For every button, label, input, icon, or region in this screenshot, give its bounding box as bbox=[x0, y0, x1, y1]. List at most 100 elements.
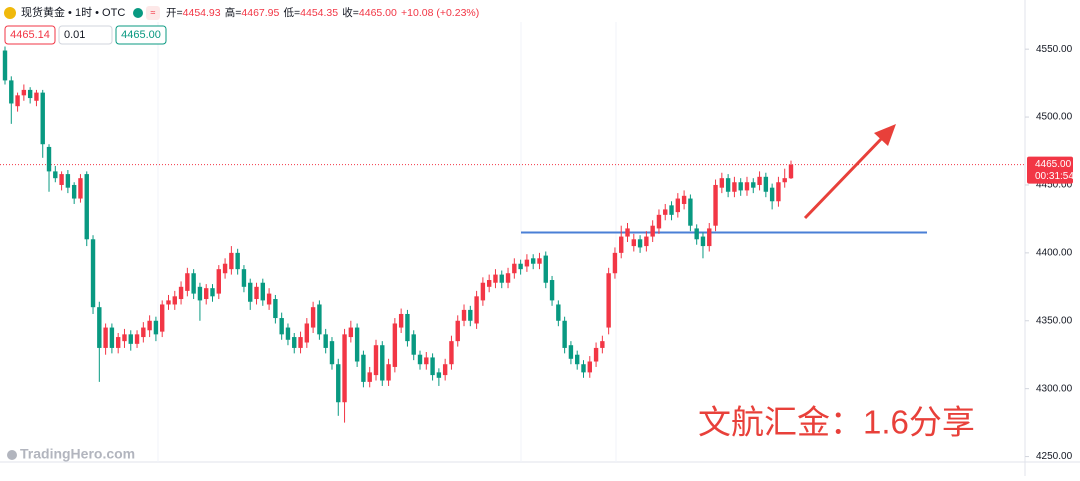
candle-body bbox=[128, 334, 133, 344]
candle-body bbox=[367, 372, 372, 382]
readout-label: 高= bbox=[225, 6, 242, 19]
candle-body bbox=[204, 288, 209, 300]
candle-body bbox=[530, 258, 536, 264]
sell-box[interactable] bbox=[4, 25, 56, 45]
candle-body bbox=[191, 273, 196, 294]
candle-body bbox=[518, 263, 523, 270]
candle-body bbox=[2, 50, 8, 81]
candle-body bbox=[461, 309, 467, 321]
candle-body bbox=[474, 296, 479, 324]
readout-value: 4465.00 bbox=[359, 7, 397, 19]
last-price-tag bbox=[1027, 156, 1073, 184]
candle-body bbox=[53, 171, 58, 179]
candle-body bbox=[65, 174, 71, 188]
candle-body bbox=[424, 357, 429, 365]
quantity-box[interactable] bbox=[58, 25, 113, 45]
symbol-icon bbox=[4, 7, 16, 19]
readout-label: 低= bbox=[284, 6, 301, 19]
candle-body bbox=[505, 273, 511, 283]
candle-body bbox=[486, 280, 492, 287]
readout-label: 开= bbox=[166, 7, 183, 19]
candle-body bbox=[681, 195, 687, 204]
candle-body bbox=[40, 92, 45, 145]
arrow-shaft bbox=[803, 134, 886, 220]
candle-body bbox=[499, 274, 504, 283]
candle-body bbox=[103, 327, 108, 348]
candle-body bbox=[147, 320, 152, 331]
candle-body bbox=[524, 259, 530, 267]
candle-body bbox=[298, 337, 303, 348]
candle-body bbox=[310, 307, 316, 328]
candle-body bbox=[386, 364, 391, 381]
candle-body bbox=[782, 178, 787, 183]
candle-body bbox=[455, 320, 460, 342]
candle-body bbox=[398, 313, 404, 328]
candle-body bbox=[34, 92, 39, 101]
candle-body bbox=[738, 182, 743, 191]
plot bbox=[0, 46, 1029, 458]
candle-body bbox=[153, 320, 159, 335]
last-price-label: 4465.00 bbox=[1035, 159, 1072, 170]
candle-body bbox=[575, 354, 580, 365]
quantity: 0.01 bbox=[64, 29, 85, 41]
y-tick-label: 4450.00 bbox=[1036, 180, 1073, 191]
candle-body bbox=[669, 205, 674, 215]
candle-body bbox=[9, 80, 14, 104]
market-status bbox=[133, 8, 143, 18]
readout-value: 4454.35 bbox=[300, 7, 338, 19]
candle-body bbox=[411, 334, 416, 355]
candle-body bbox=[612, 252, 618, 274]
candle-body bbox=[21, 89, 27, 96]
candle-body bbox=[109, 327, 115, 348]
candle-body bbox=[587, 361, 592, 373]
candle-body bbox=[776, 182, 781, 202]
candle-body bbox=[260, 282, 266, 301]
candle-body bbox=[229, 252, 234, 270]
candle-body bbox=[373, 345, 379, 376]
candle-body bbox=[442, 364, 448, 376]
status-badge-icon: ≈ bbox=[151, 7, 156, 17]
buy-box[interactable] bbox=[115, 25, 167, 45]
candle-body bbox=[656, 214, 662, 229]
watermark: TradingHero.com bbox=[20, 446, 135, 462]
candle-body bbox=[512, 263, 517, 274]
candle-body bbox=[361, 354, 366, 382]
candle-body bbox=[751, 182, 756, 188]
candle-body bbox=[273, 299, 278, 319]
candle-body bbox=[115, 337, 121, 348]
candle-body bbox=[235, 252, 240, 270]
y-tick-label: 4300.00 bbox=[1036, 383, 1073, 394]
candle-body bbox=[380, 345, 385, 381]
candle-body bbox=[405, 313, 410, 342]
sell-price: 4465.14 bbox=[10, 29, 50, 41]
candle-body bbox=[97, 307, 102, 348]
candle-body bbox=[688, 198, 693, 226]
candle-body bbox=[788, 164, 794, 179]
candle-body bbox=[480, 282, 486, 301]
candle-body bbox=[266, 293, 272, 305]
status-badge bbox=[146, 6, 160, 20]
candle-body bbox=[707, 228, 712, 247]
candle-body bbox=[543, 255, 548, 283]
candle-body bbox=[593, 347, 599, 362]
candle-body bbox=[90, 239, 96, 308]
readout-value: 4454.93 bbox=[183, 7, 221, 19]
candle-body bbox=[493, 274, 498, 283]
candle-body bbox=[568, 345, 574, 359]
candle-body bbox=[285, 327, 291, 340]
y-tick-label: 4250.00 bbox=[1036, 451, 1073, 462]
candle-body bbox=[644, 236, 649, 247]
candle-body bbox=[732, 182, 737, 192]
ohlc-readout: 开= 4454.93 高= 4467.95 低= 4454.35 收= 4465.00 +10.… bbox=[166, 6, 479, 19]
candle-body bbox=[329, 341, 335, 365]
symbol-title[interactable]: 现货黄金 • 1时 • OTC bbox=[21, 5, 125, 19]
candle-body bbox=[27, 89, 33, 99]
annotation: 文航汇金：1.6分享 bbox=[698, 404, 975, 441]
candle-body bbox=[354, 327, 360, 362]
watermark-logo bbox=[7, 450, 17, 460]
candle-body bbox=[185, 273, 190, 291]
candle-body bbox=[141, 327, 146, 338]
candle-body bbox=[757, 176, 762, 185]
candle-body bbox=[700, 236, 706, 247]
candle-body bbox=[134, 334, 140, 344]
